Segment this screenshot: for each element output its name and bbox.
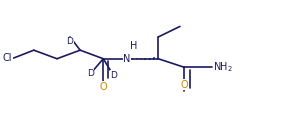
Text: N: N <box>124 54 131 64</box>
Text: D: D <box>110 71 117 80</box>
Text: D: D <box>66 37 73 46</box>
Text: Cl: Cl <box>3 53 12 63</box>
Text: O: O <box>180 80 188 90</box>
Text: O: O <box>99 82 107 92</box>
Text: H: H <box>130 41 137 51</box>
Text: NH$_2$: NH$_2$ <box>213 60 233 74</box>
Text: D: D <box>87 69 94 78</box>
